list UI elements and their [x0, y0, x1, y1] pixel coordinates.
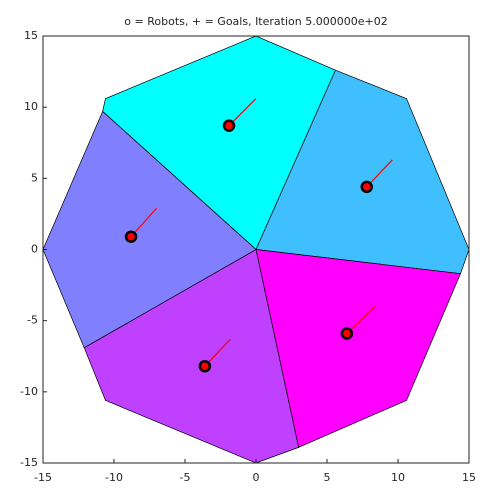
x-tick-label: 5 — [324, 471, 331, 484]
x-tick-label: -5 — [180, 471, 191, 484]
x-tick-label: -15 — [34, 471, 52, 484]
y-tick-label: -15 — [20, 456, 38, 469]
y-tick-label: 15 — [24, 29, 38, 42]
y-tick-label: 0 — [31, 243, 38, 256]
x-tick-label: 15 — [462, 471, 476, 484]
robot — [360, 180, 374, 194]
y-tick-label: -10 — [20, 385, 38, 398]
x-tick-label: -10 — [105, 471, 123, 484]
y-tick-label: 5 — [31, 171, 38, 184]
robot — [222, 119, 236, 132]
y-tick-label: -5 — [27, 314, 38, 327]
chart-title: o = Robots, + = Goals, Iteration 5.00000… — [124, 15, 387, 28]
x-tick-label: 10 — [391, 471, 405, 484]
goal-link — [228, 98, 257, 127]
goal-link — [346, 305, 376, 334]
y-tick-label: 10 — [24, 100, 38, 113]
robot — [198, 359, 212, 373]
robot — [124, 230, 138, 243]
goal-link — [130, 207, 158, 238]
robot — [340, 327, 354, 340]
x-tick-label: 0 — [253, 471, 260, 484]
